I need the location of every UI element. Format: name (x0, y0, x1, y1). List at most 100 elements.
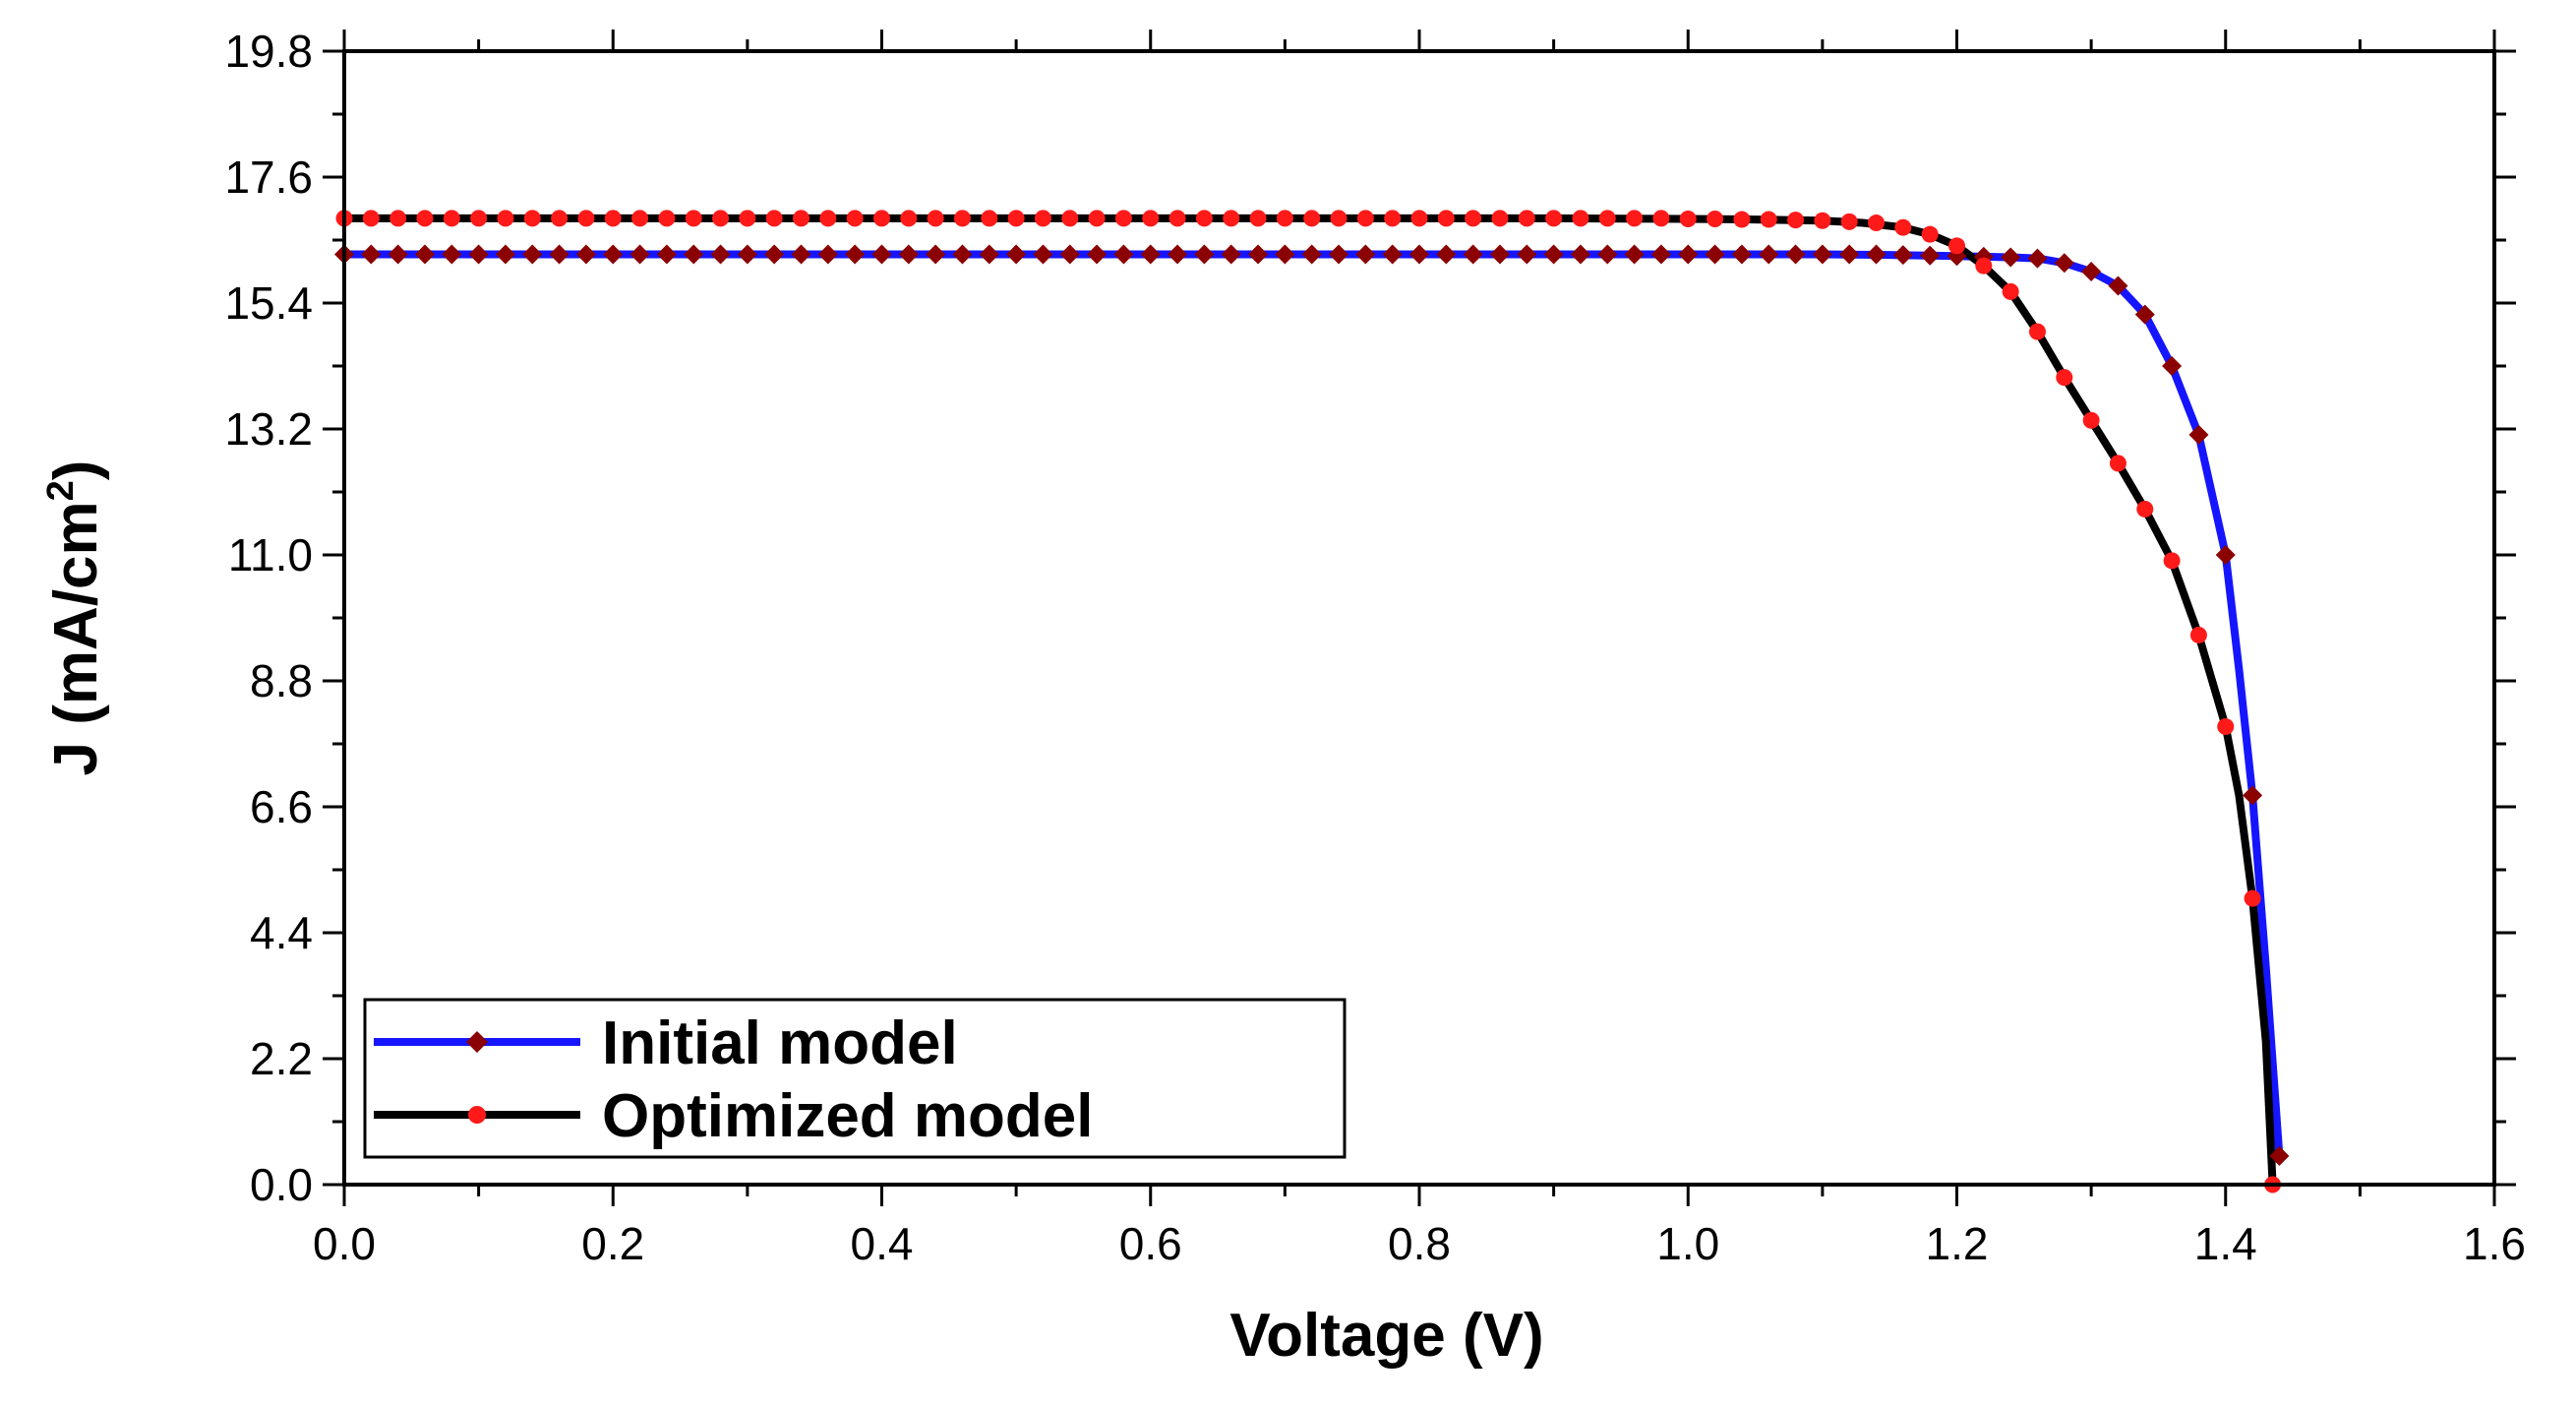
marker-initial-model (952, 244, 973, 265)
marker-optimized-model (2244, 889, 2261, 907)
marker-initial-model (898, 244, 919, 265)
marker-optimized-model (1840, 213, 1858, 230)
marker-initial-model (1275, 244, 1295, 265)
marker-initial-model (1731, 244, 1752, 265)
marker-initial-model (1517, 244, 1537, 265)
marker-optimized-model (1195, 210, 1213, 227)
x-tick-label: 1.2 (1926, 1218, 1989, 1269)
plot-frame (342, 49, 2496, 1187)
marker-optimized-model (577, 210, 595, 227)
marker-initial-model (2001, 247, 2021, 268)
x-axis-label: Voltage (V) (1229, 1302, 1543, 1370)
marker-initial-model (549, 244, 569, 265)
marker-initial-model (1355, 244, 1376, 265)
legend: Initial model Optimized model (363, 998, 1347, 1159)
marker-optimized-model (1733, 211, 1751, 228)
marker-optimized-model (1223, 210, 1240, 227)
marker-initial-model (817, 244, 838, 265)
marker-optimized-model (2163, 552, 2181, 570)
marker-optimized-model (2056, 369, 2073, 387)
legend-label-initial-model: Initial model (602, 1009, 958, 1077)
marker-optimized-model (981, 210, 998, 227)
marker-initial-model (1140, 244, 1161, 265)
marker-optimized-model (2189, 626, 2207, 643)
marker-initial-model (684, 244, 704, 265)
marker-initial-model (926, 244, 946, 265)
marker-optimized-model (1356, 210, 1374, 227)
marker-initial-model (1033, 244, 1053, 265)
marker-optimized-model (389, 210, 407, 227)
y-tick-label: 11.0 (228, 529, 313, 581)
marker-initial-model (1678, 244, 1699, 265)
y-tick-label: 13.2 (224, 403, 313, 455)
marker-initial-model (1168, 244, 1188, 265)
marker-initial-model (522, 244, 543, 265)
y-axis-label-close: ) (42, 460, 110, 481)
marker-initial-model (1436, 244, 1457, 265)
marker-optimized-model (953, 210, 971, 227)
marker-optimized-model (1760, 211, 1777, 228)
marker-optimized-model (765, 210, 783, 227)
marker-initial-model (495, 244, 515, 265)
marker-initial-model (1650, 244, 1671, 265)
x-tick-label: 0.6 (1119, 1218, 1182, 1269)
marker-initial-model (737, 244, 757, 265)
marker-optimized-model (1598, 210, 1616, 227)
marker-optimized-model (1518, 210, 1535, 227)
marker-initial-model (1597, 244, 1618, 265)
marker-initial-model (1839, 244, 1860, 265)
marker-optimized-model (1572, 210, 1589, 227)
marker-optimized-model (1491, 210, 1509, 227)
marker-optimized-model (497, 210, 514, 227)
marker-initial-model (1301, 244, 1322, 265)
marker-optimized-model (1652, 210, 1670, 227)
marker-initial-model (1920, 245, 1941, 266)
marker-initial-model (414, 244, 435, 265)
marker-optimized-model (1787, 212, 1805, 229)
marker-optimized-model (2002, 282, 2019, 300)
marker-initial-model (2054, 253, 2074, 274)
marker-optimized-model (551, 210, 569, 227)
markers-layer (334, 210, 2290, 1193)
marker-optimized-model (1410, 210, 1428, 227)
marker-initial-model (1463, 244, 1483, 265)
marker-optimized-model (1868, 214, 1886, 232)
marker-initial-model (656, 244, 677, 265)
marker-initial-model (1409, 244, 1429, 265)
marker-optimized-model (846, 210, 864, 227)
marker-optimized-model (1814, 212, 1831, 229)
marker-initial-model (575, 244, 596, 265)
marker-initial-model (1113, 244, 1134, 265)
marker-optimized-model (927, 210, 944, 227)
x-tick-label: 0.0 (313, 1218, 376, 1269)
marker-optimized-model (1894, 218, 1912, 236)
marker-initial-model (2188, 424, 2209, 445)
marker-initial-model (603, 244, 624, 265)
marker-optimized-model (1142, 210, 1160, 227)
marker-optimized-model (1707, 210, 1724, 227)
marker-initial-model (2243, 785, 2263, 806)
marker-initial-model (791, 244, 811, 265)
marker-initial-model (1382, 244, 1403, 265)
marker-initial-model (1866, 244, 1887, 265)
marker-initial-model (1785, 244, 1806, 265)
marker-initial-model (1329, 244, 1349, 265)
marker-initial-model (1194, 244, 1215, 265)
y-tick-label: 6.6 (250, 781, 313, 832)
legend-item-initial-model: Initial model (374, 1009, 958, 1077)
marker-optimized-model (1034, 210, 1051, 227)
marker-initial-model (1892, 245, 1913, 266)
marker-optimized-model (1249, 210, 1267, 227)
marker-optimized-model (685, 210, 702, 227)
x-tick-label: 1.4 (2194, 1218, 2257, 1269)
marker-optimized-model (1088, 210, 1106, 227)
y-tick-label: 0.0 (250, 1159, 313, 1210)
marker-optimized-model (1975, 257, 1993, 275)
marker-optimized-model (604, 210, 622, 227)
marker-initial-model (1543, 244, 1564, 265)
marker-optimized-model (1114, 210, 1132, 227)
marker-initial-model (2027, 248, 2048, 269)
marker-initial-model (1759, 244, 1779, 265)
y-tick-label: 2.2 (250, 1033, 313, 1084)
